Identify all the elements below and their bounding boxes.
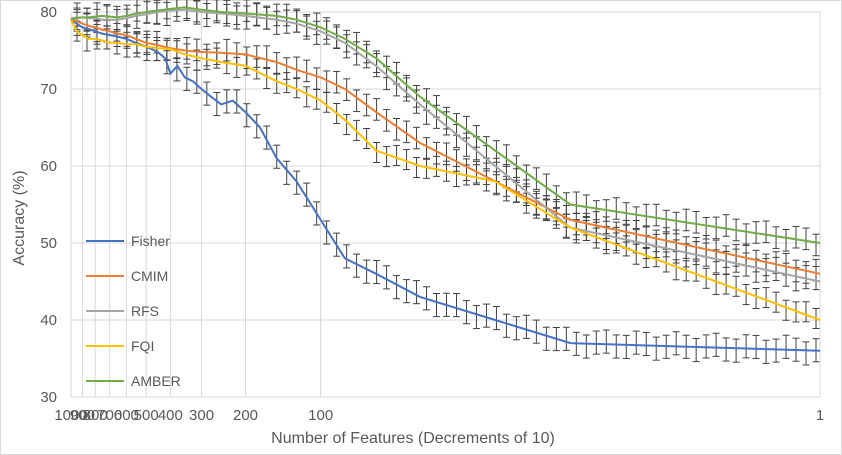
y-tick-label: 40 [40, 312, 57, 329]
x-tick-label: 100 [308, 407, 333, 424]
legend-label-rfs: RFS [131, 303, 159, 319]
x-tick-label: 1000 [54, 407, 87, 424]
series-line-fqi [70, 19, 821, 321]
legend-label-amber: AMBER [131, 373, 181, 389]
error-bars [73, 0, 820, 366]
x-tick-label: 200 [233, 407, 258, 424]
y-axis-title: Accuracy (%) [11, 170, 28, 265]
x-tick-label: 1 [816, 407, 824, 424]
series-lines [70, 6, 821, 352]
legend: Fisher CMIM RFS FQI AMBER [86, 233, 181, 389]
y-tick-label: 60 [40, 158, 57, 175]
series-line-cmim [70, 18, 821, 275]
x-tick-label: 600 [114, 407, 139, 424]
y-tick-label: 30 [40, 389, 57, 406]
x-tick-label: 900 [70, 407, 95, 424]
y-tick-label: 80 [40, 4, 57, 21]
x-tick-label: 400 [158, 407, 183, 424]
legend-label-fisher: Fisher [131, 233, 170, 249]
x-tick-label: 300 [189, 407, 214, 424]
grid [70, 11, 821, 398]
x-tick-label: 800 [83, 407, 108, 424]
series-line-fisher [70, 18, 821, 352]
x-tick-label: 700 [97, 407, 122, 424]
y-tick-label: 70 [40, 81, 57, 98]
x-axis-title: Number of Features (Decrements of 10) [271, 430, 555, 447]
x-tick-label: 500 [134, 407, 159, 424]
series-line-amber [70, 6, 821, 244]
legend-label-cmim: CMIM [131, 268, 168, 284]
y-tick-label: 50 [40, 235, 57, 252]
series-line-rfs [70, 8, 821, 283]
legend-label-fqi: FQI [131, 338, 154, 354]
